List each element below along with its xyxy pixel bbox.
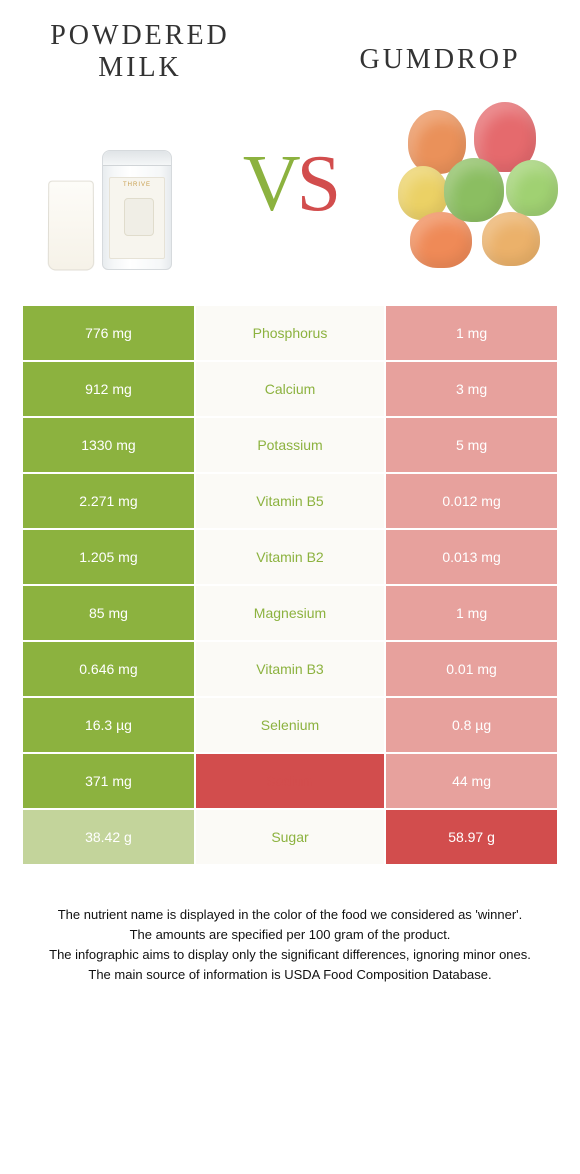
footnotes: The nutrient name is displayed in the co…: [0, 865, 580, 1016]
comparison-table: 776 mgPhosphorus1 mg912 mgCalcium3 mg133…: [22, 304, 558, 865]
vs-label: VS: [243, 139, 337, 230]
table-row: 38.42 gSugar58.97 g: [22, 809, 558, 865]
right-value: 0.8 µg: [385, 697, 558, 753]
left-value: 16.3 µg: [22, 697, 195, 753]
right-value: 1 mg: [385, 305, 558, 361]
right-value: 3 mg: [385, 361, 558, 417]
note-line: The amounts are specified per 100 gram o…: [30, 925, 550, 945]
nutrient-name: Selenium: [195, 697, 385, 753]
vs-v: V: [243, 140, 297, 228]
left-value: 38.42 g: [22, 809, 195, 865]
nutrient-name: Phosphorus: [195, 305, 385, 361]
note-line: The nutrient name is displayed in the co…: [30, 905, 550, 925]
right-value: 58.97 g: [385, 809, 558, 865]
right-title: GUMDROP: [340, 44, 540, 76]
table-row: 1.205 mgVitamin B20.013 mg: [22, 529, 558, 585]
left-value: 371 mg: [22, 753, 195, 809]
left-title: POWDERED MILK: [40, 20, 240, 84]
nutrient-name: Calcium: [195, 361, 385, 417]
right-value: 0.013 mg: [385, 529, 558, 585]
table-row: 371 mgSodium44 mg: [22, 753, 558, 809]
table-row: 2.271 mgVitamin B50.012 mg: [22, 473, 558, 529]
gumdrop-image: [390, 94, 550, 274]
nutrient-name: Potassium: [195, 417, 385, 473]
nutrient-name: Vitamin B5: [195, 473, 385, 529]
table-row: 912 mgCalcium3 mg: [22, 361, 558, 417]
right-value: 5 mg: [385, 417, 558, 473]
nutrient-name: Sodium: [195, 753, 385, 809]
right-value: 0.01 mg: [385, 641, 558, 697]
milk-image: [30, 94, 190, 274]
left-value: 1330 mg: [22, 417, 195, 473]
left-value: 85 mg: [22, 585, 195, 641]
left-value: 2.271 mg: [22, 473, 195, 529]
note-line: The main source of information is USDA F…: [30, 965, 550, 985]
left-title-line2: MILK: [98, 52, 182, 83]
left-value: 0.646 mg: [22, 641, 195, 697]
hero-row: VS: [0, 84, 580, 304]
nutrient-name: Vitamin B2: [195, 529, 385, 585]
right-value: 1 mg: [385, 585, 558, 641]
left-value: 912 mg: [22, 361, 195, 417]
left-value: 776 mg: [22, 305, 195, 361]
nutrient-name: Magnesium: [195, 585, 385, 641]
header: POWDERED MILK GUMDROP: [0, 0, 580, 84]
right-value: 44 mg: [385, 753, 558, 809]
table-row: 16.3 µgSelenium0.8 µg: [22, 697, 558, 753]
table-row: 0.646 mgVitamin B30.01 mg: [22, 641, 558, 697]
left-value: 1.205 mg: [22, 529, 195, 585]
left-title-line1: POWDERED: [50, 20, 230, 51]
right-value: 0.012 mg: [385, 473, 558, 529]
note-line: The infographic aims to display only the…: [30, 945, 550, 965]
table-row: 776 mgPhosphorus1 mg: [22, 305, 558, 361]
table-row: 1330 mgPotassium5 mg: [22, 417, 558, 473]
vs-s: S: [297, 140, 338, 228]
nutrient-name: Vitamin B3: [195, 641, 385, 697]
nutrient-name: Sugar: [195, 809, 385, 865]
table-row: 85 mgMagnesium1 mg: [22, 585, 558, 641]
